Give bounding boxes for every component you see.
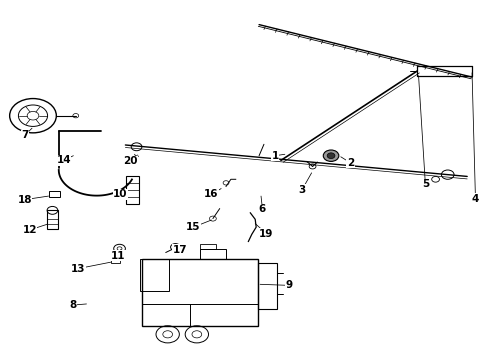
Text: 14: 14 (56, 156, 71, 165)
Text: 12: 12 (22, 225, 37, 235)
Bar (142, 258, 258, 326)
Text: 9: 9 (285, 280, 292, 291)
Text: 19: 19 (259, 229, 273, 239)
Text: 4: 4 (471, 194, 478, 203)
Circle shape (326, 153, 334, 158)
Text: 20: 20 (123, 156, 137, 166)
Bar (49, 191, 60, 197)
Text: 16: 16 (204, 189, 218, 199)
Bar (111, 255, 119, 263)
Text: 2: 2 (346, 158, 353, 168)
Text: 7: 7 (21, 130, 28, 140)
Bar (140, 258, 168, 291)
Bar (126, 176, 139, 204)
Text: 5: 5 (421, 179, 428, 189)
Text: 3: 3 (298, 185, 305, 195)
Text: 6: 6 (258, 204, 265, 214)
Text: 15: 15 (186, 222, 200, 232)
Bar (200, 249, 225, 258)
Text: 17: 17 (173, 245, 187, 255)
Bar (200, 244, 215, 249)
Bar (258, 263, 276, 309)
Text: 10: 10 (113, 189, 127, 199)
Text: 13: 13 (71, 264, 85, 274)
Text: 18: 18 (18, 195, 32, 204)
Bar (47, 210, 58, 229)
Text: 1: 1 (271, 151, 278, 161)
Text: 8: 8 (70, 300, 77, 310)
Circle shape (323, 150, 338, 161)
Text: 11: 11 (111, 251, 125, 261)
